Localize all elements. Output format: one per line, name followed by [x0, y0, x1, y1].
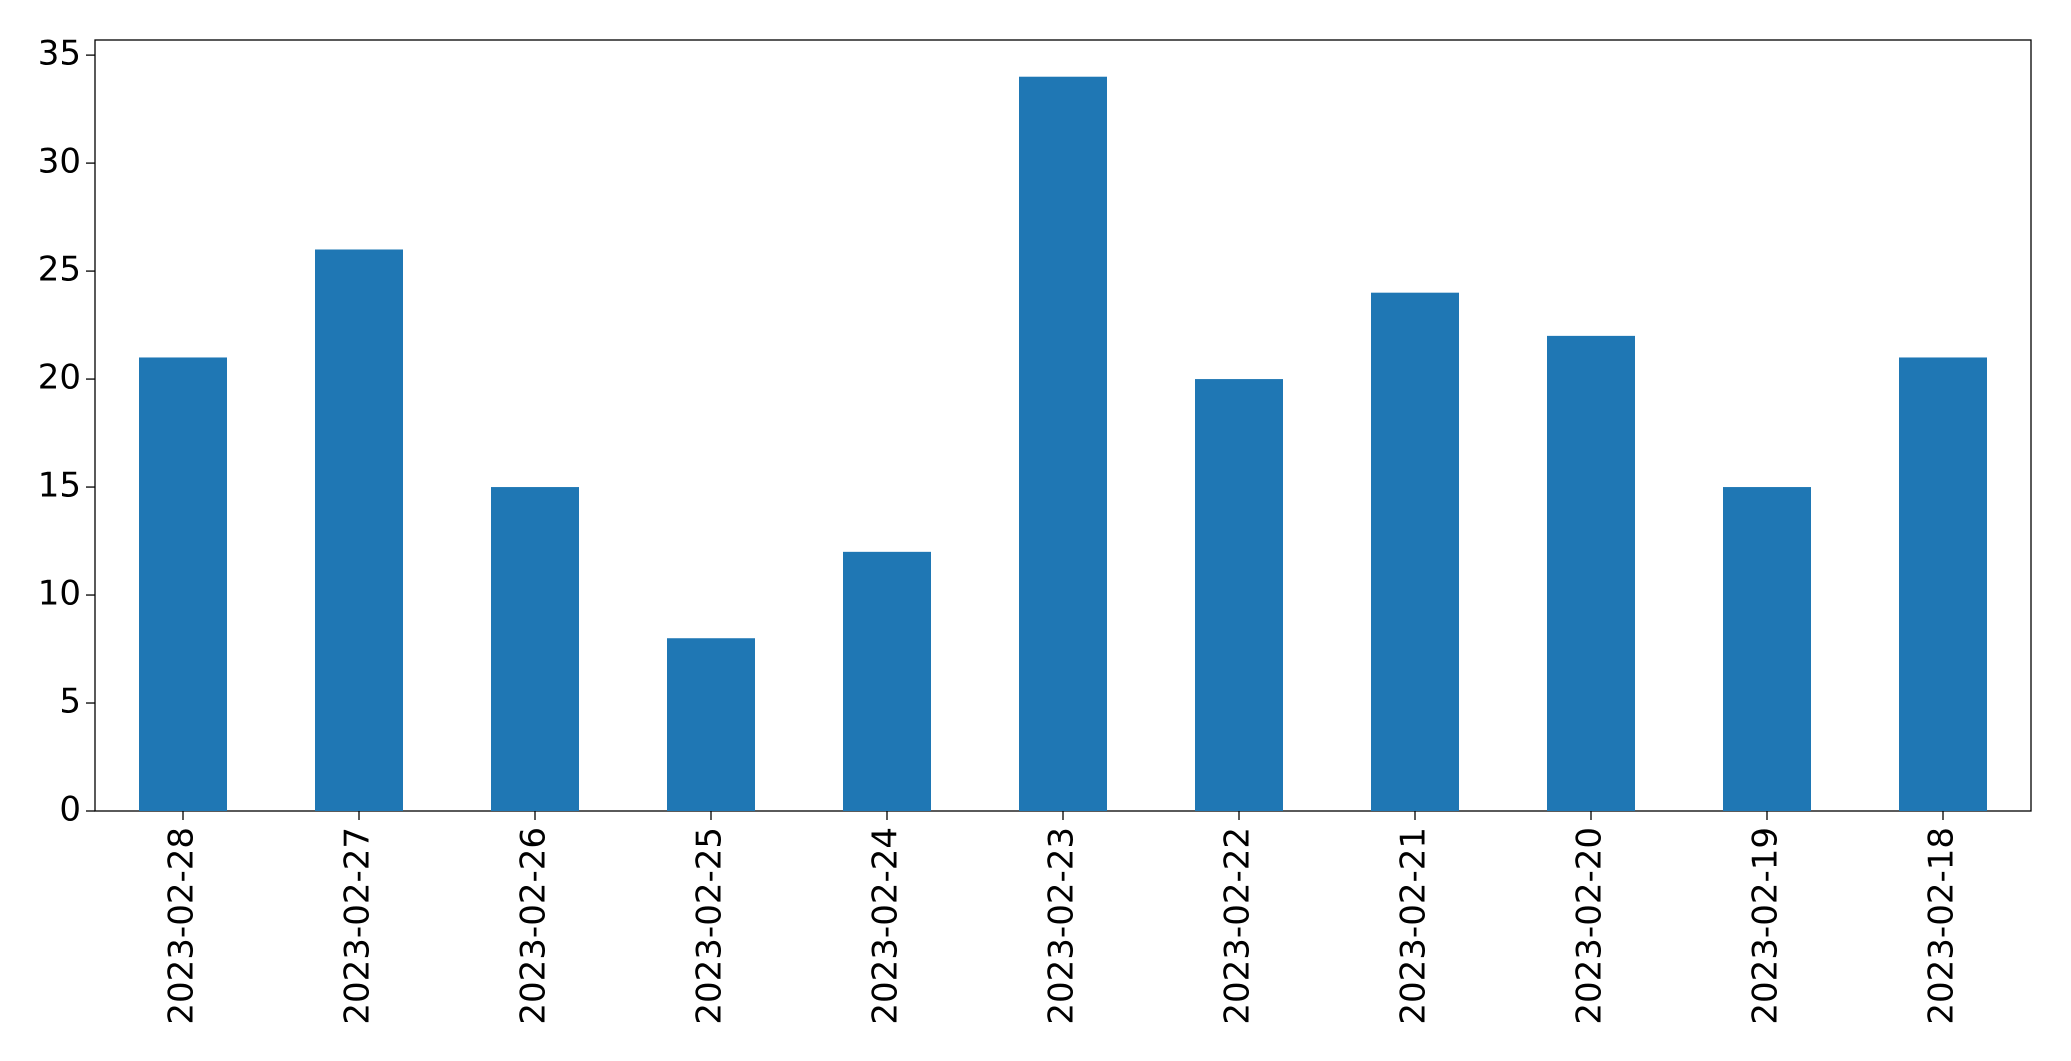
y-tick-label: 0 [59, 790, 81, 830]
bar [315, 249, 403, 811]
y-tick-label: 5 [59, 682, 81, 722]
x-tick-label: 2023-02-24 [866, 827, 906, 1025]
x-tick-label: 2023-02-28 [162, 827, 202, 1025]
y-tick-label: 20 [38, 358, 81, 398]
y-tick-label: 30 [38, 142, 81, 182]
bar [1723, 487, 1811, 811]
y-tick-label: 35 [38, 34, 81, 74]
bar [1195, 379, 1283, 811]
x-tick-label: 2023-02-23 [1042, 827, 1082, 1025]
x-tick-label: 2023-02-21 [1394, 827, 1434, 1025]
x-tick-label: 2023-02-27 [338, 827, 378, 1025]
bar [843, 551, 931, 811]
bar [1019, 76, 1107, 811]
y-tick-label: 10 [38, 574, 81, 614]
bar [491, 487, 579, 811]
x-tick-label: 2023-02-22 [1218, 827, 1258, 1025]
x-tick-label: 2023-02-18 [1922, 827, 1962, 1025]
y-tick-label: 15 [38, 466, 81, 506]
bar [1899, 357, 1987, 811]
x-tick-label: 2023-02-20 [1570, 827, 1610, 1025]
bar [139, 357, 227, 811]
x-tick-label: 2023-02-26 [514, 827, 554, 1025]
bar [1547, 335, 1635, 811]
bar [1371, 292, 1459, 811]
y-tick-label: 25 [38, 250, 81, 290]
x-tick-label: 2023-02-19 [1746, 827, 1786, 1025]
bar [667, 638, 755, 811]
x-tick-label: 2023-02-25 [690, 827, 730, 1025]
